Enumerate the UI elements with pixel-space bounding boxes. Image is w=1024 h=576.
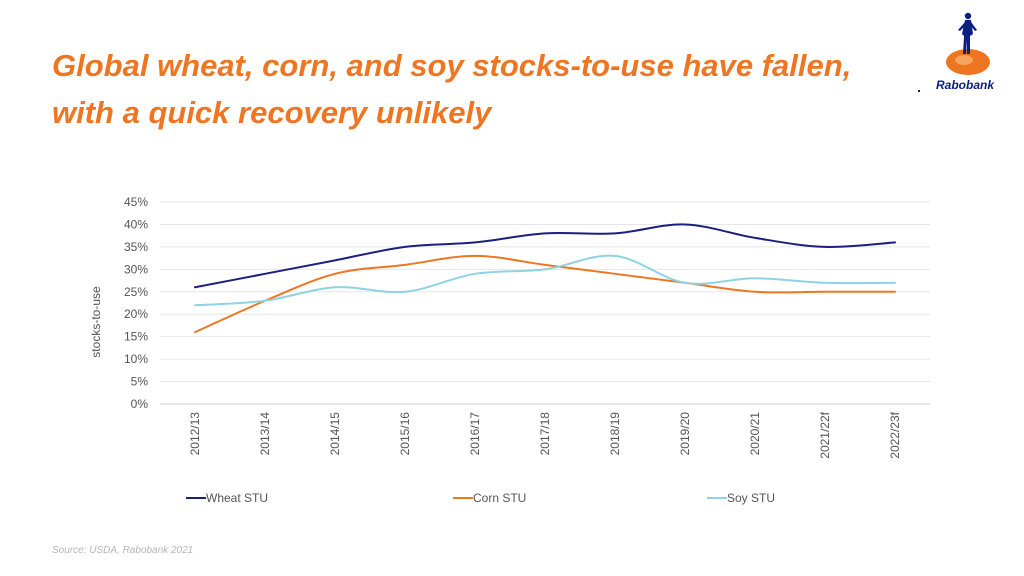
corn-stu-point xyxy=(403,263,407,267)
y-tick-label: 0% xyxy=(131,397,149,411)
legend-label-wheat-stu: Wheat STU xyxy=(206,491,268,505)
y-tick-label: 45% xyxy=(124,195,148,209)
x-tick-label: 2018/19 xyxy=(608,412,622,456)
corn-stu-point xyxy=(823,290,827,294)
wheat-stu-point xyxy=(613,231,617,235)
wheat-stu-line xyxy=(194,223,896,289)
corn-stu-point xyxy=(543,263,547,267)
wheat-stu-point xyxy=(403,245,407,249)
x-tick-label: 2013/14 xyxy=(258,412,272,456)
wheat-stu-point xyxy=(753,236,757,240)
x-tick-label: 2012/13 xyxy=(188,412,202,456)
wheat-stu-point xyxy=(333,258,337,262)
y-tick-label: 5% xyxy=(131,375,149,389)
legend: Wheat STU Corn STU Soy STU xyxy=(186,491,775,505)
soy-stu-point xyxy=(193,303,197,307)
x-tick-label: 2019/20 xyxy=(678,412,692,456)
wheat-stu-point xyxy=(543,231,547,235)
title-line-2: with a quick recovery unlikely xyxy=(52,95,492,130)
gridlines xyxy=(160,201,930,405)
wheat-stu-point xyxy=(473,240,477,244)
corn-stu-point xyxy=(613,272,617,276)
x-axis-ticks: 2012/13 2013/14 2014/15 2015/16 2016/17 2017/… xyxy=(188,411,902,458)
x-tick-label: 2020/21 xyxy=(748,412,762,456)
y-axis-ticks: 0% 5% 10% 15% 20% 25% 30% 35% 40% 45% xyxy=(124,195,148,411)
brand-dot xyxy=(918,90,920,92)
y-tick-label: 15% xyxy=(124,330,148,344)
y-axis-label: stocks-to-use xyxy=(89,286,103,358)
wheat-stu-point xyxy=(193,285,197,289)
wheat-stu-point xyxy=(823,245,827,249)
soy-stu-point xyxy=(613,254,617,258)
corn-stu-point xyxy=(893,290,897,294)
soy-stu-point xyxy=(893,281,897,285)
soy-stu-line xyxy=(194,254,896,307)
wheat-stu-point xyxy=(263,272,267,276)
x-tick-label: 2016/17 xyxy=(468,412,482,456)
legend-label-soy-stu: Soy STU xyxy=(727,491,775,505)
soy-stu-point xyxy=(543,267,547,271)
y-tick-label: 40% xyxy=(124,217,148,231)
x-tick-label: 2021/22f xyxy=(818,411,832,458)
soy-stu-point xyxy=(683,281,687,285)
legend-label-corn-stu: Corn STU xyxy=(473,491,526,505)
soy-stu-point xyxy=(333,285,337,289)
title-line-1: Global wheat, corn, and soy stocks-to-us… xyxy=(52,48,852,83)
y-tick-label: 35% xyxy=(124,240,148,254)
y-tick-label: 25% xyxy=(124,285,148,299)
soy-stu-point xyxy=(473,272,477,276)
x-tick-label: 2022/23f xyxy=(888,411,902,458)
y-tick-label: 20% xyxy=(124,307,148,321)
wheat-stu-point xyxy=(683,222,687,226)
soy-stu-point xyxy=(263,299,267,303)
corn-stu-point xyxy=(473,254,477,258)
y-tick-label: 30% xyxy=(124,262,148,276)
x-tick-label: 2017/18 xyxy=(538,412,552,456)
y-tick-label: 10% xyxy=(124,352,148,366)
corn-stu-point xyxy=(753,290,757,294)
source-note: Source: USDA, Rabobank 2021 xyxy=(52,545,194,556)
series-lines xyxy=(193,222,897,334)
rabobank-emblem-icon xyxy=(946,12,990,75)
soy-stu-point xyxy=(753,276,757,280)
rabobank-logo: Rabobank xyxy=(916,10,1008,96)
soy-stu-point xyxy=(823,281,827,285)
page-title: Global wheat, corn, and soy stocks-to-us… xyxy=(52,42,892,136)
x-tick-label: 2015/16 xyxy=(398,412,412,456)
corn-stu-point xyxy=(193,330,197,334)
corn-stu-line xyxy=(194,254,896,334)
corn-stu-point xyxy=(333,272,337,276)
x-tick-label: 2014/15 xyxy=(328,412,342,456)
brand-name: Rabobank xyxy=(936,78,995,92)
soy-stu-point xyxy=(403,290,407,294)
wheat-stu-point xyxy=(893,240,897,244)
